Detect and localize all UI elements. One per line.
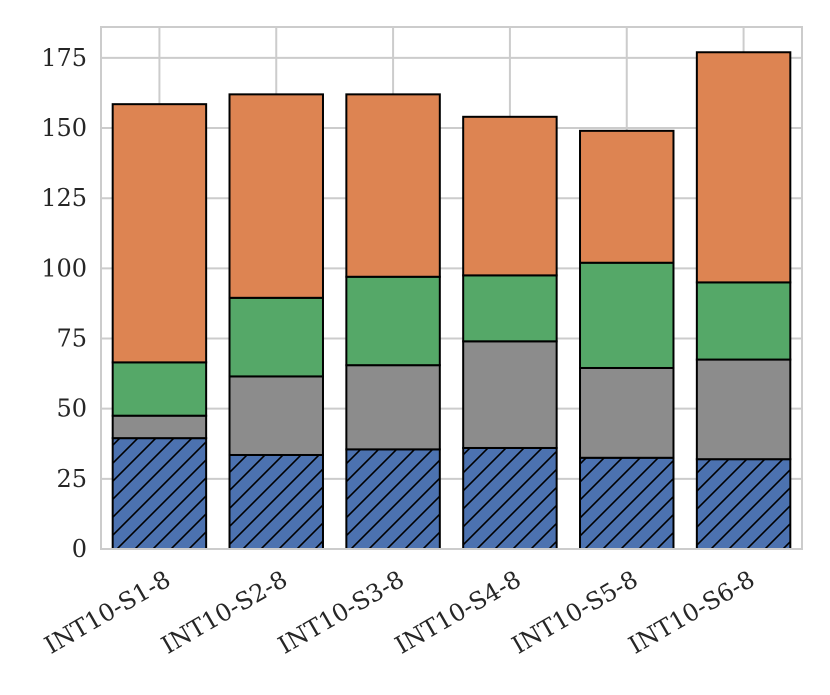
x-tick-label: INT10-S4-8 bbox=[390, 565, 525, 659]
plot-frame bbox=[100, 26, 803, 550]
bar-segment bbox=[462, 446, 558, 550]
x-tick-label: INT10-S6-8 bbox=[624, 565, 759, 659]
bar-segment bbox=[695, 51, 792, 284]
bar-segment bbox=[345, 364, 441, 451]
y-tick-label: 125 bbox=[41, 184, 87, 212]
y-axis-ticks: 0 25 50 75 100 125 150 175 bbox=[41, 44, 87, 563]
bar-segment bbox=[462, 274, 558, 343]
bar-segment bbox=[695, 458, 792, 550]
y-tick-label: 100 bbox=[41, 254, 87, 282]
x-tick-label: INT10-S1-8 bbox=[40, 565, 175, 659]
bar-segment bbox=[345, 275, 441, 367]
bar-segment bbox=[579, 366, 675, 459]
bar-segment bbox=[695, 281, 792, 361]
bar-segment bbox=[111, 103, 208, 364]
bar-segment bbox=[228, 453, 324, 550]
bar-segment bbox=[111, 437, 208, 551]
y-tick-label: 75 bbox=[56, 325, 87, 353]
bar-segment bbox=[579, 456, 675, 550]
bar-segment bbox=[111, 414, 208, 440]
y-tick-label: 50 bbox=[56, 395, 87, 423]
bar-segment bbox=[462, 340, 558, 449]
x-axis-ticks: INT10-S1-8INT10-S2-8INT10-S3-8INT10-S4-8… bbox=[40, 565, 760, 659]
bar-segment bbox=[345, 448, 441, 551]
x-tick-label: INT10-S2-8 bbox=[157, 565, 292, 659]
bar-segment bbox=[228, 93, 324, 299]
bar-segment bbox=[579, 261, 675, 369]
bar-segment bbox=[228, 296, 324, 378]
bar-segment bbox=[462, 115, 558, 277]
y-tick-label: 150 bbox=[41, 114, 87, 142]
y-tick-label: 25 bbox=[56, 465, 87, 493]
bar-segment bbox=[345, 93, 441, 278]
bars bbox=[111, 51, 792, 551]
bar-segment bbox=[579, 129, 675, 264]
bar-segment bbox=[695, 358, 792, 461]
x-tick-label: INT10-S3-8 bbox=[273, 565, 408, 659]
bar-segment bbox=[228, 375, 324, 456]
x-tick-label: INT10-S5-8 bbox=[507, 565, 642, 659]
y-tick-label: 175 bbox=[41, 44, 87, 72]
y-tick-label: 0 bbox=[72, 535, 87, 563]
bar-segment bbox=[111, 361, 208, 417]
